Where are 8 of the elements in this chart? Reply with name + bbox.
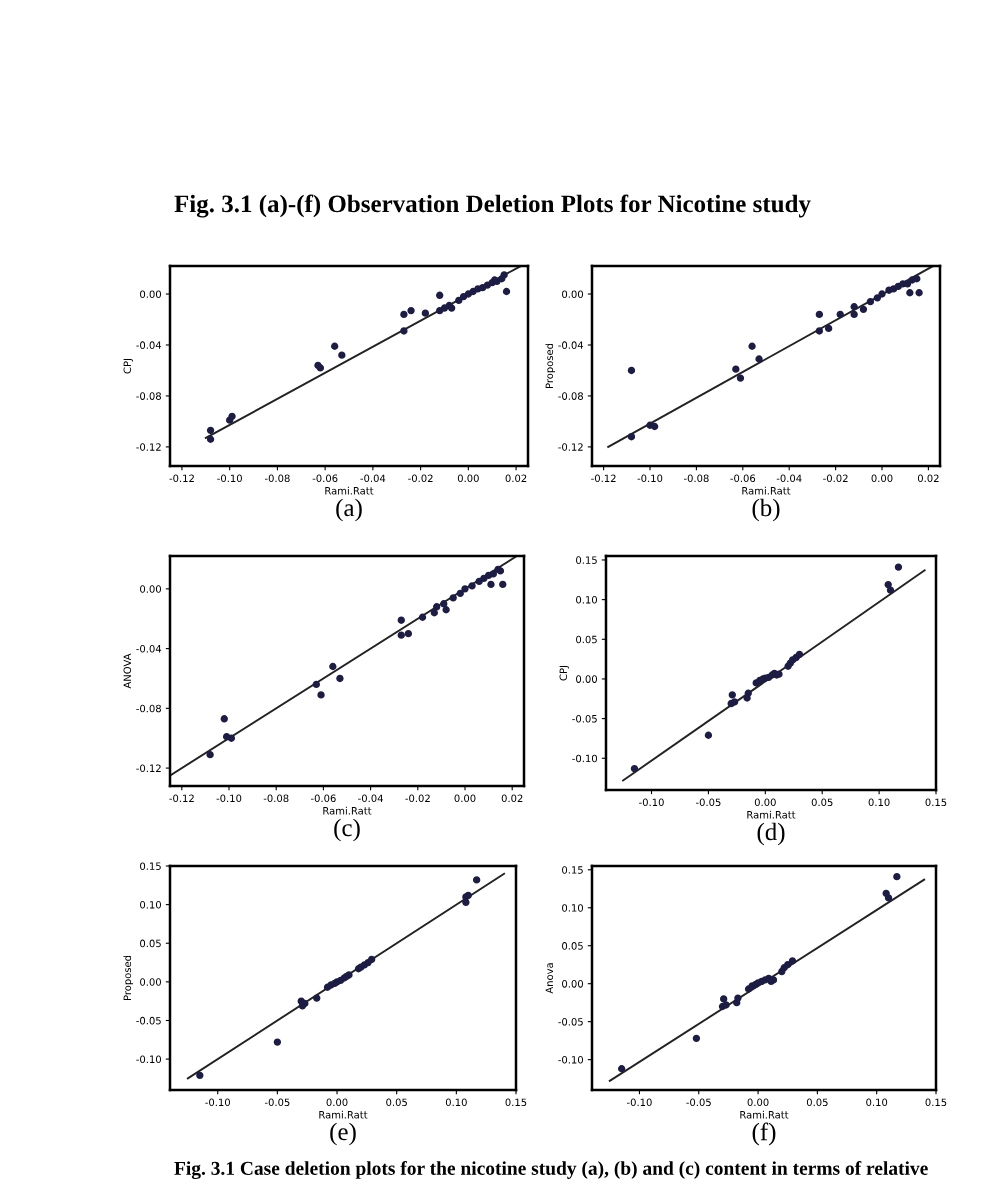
text: (e) <box>330 1122 356 1146</box>
chart-title: Fig. 3.1 (a)-(f) Observation Deletion Plots for Nicotine study <box>174 194 811 218</box>
caption: Fig. 3.1 Case deletion plots for the nicotine study (a), (b) and (c) content in terms of relative <box>174 1161 928 1179</box>
text: (a) <box>336 498 362 522</box>
text: (c) <box>334 818 360 842</box>
text: (b) <box>752 498 780 522</box>
text: (d) <box>757 822 785 846</box>
text: (f) <box>752 1122 776 1146</box>
